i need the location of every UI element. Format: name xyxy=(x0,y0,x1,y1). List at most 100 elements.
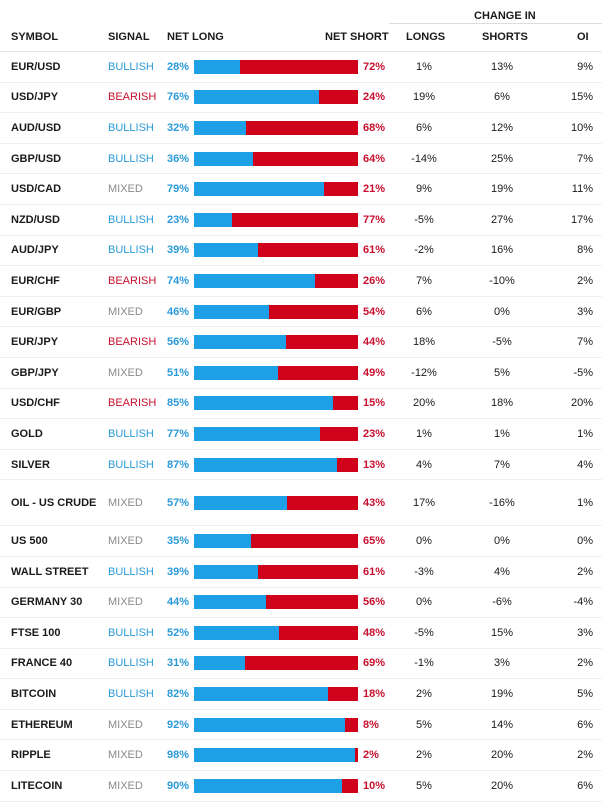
symbol-cell: WALL STREET xyxy=(11,565,89,578)
shorts-change-cell: 19% xyxy=(490,688,514,701)
symbol-column-header: SYMBOL xyxy=(11,31,59,43)
oi-change-cell: 7% xyxy=(577,152,593,165)
net-long-bar-fill xyxy=(194,457,337,472)
net-position-bar xyxy=(194,748,358,763)
net-long-bar-fill xyxy=(194,120,247,135)
longs-change-cell: 0% xyxy=(416,535,432,548)
net-position-bar xyxy=(194,656,358,671)
oi-change-cell: 2% xyxy=(577,657,593,670)
table-row: EUR/USD BULLISH 28% 72% 1% 13% 9% xyxy=(0,52,602,83)
net-long-bar-fill xyxy=(194,273,316,288)
symbol-cell: FRANCE 40 xyxy=(11,657,73,670)
shorts-change-cell: 6% xyxy=(494,91,510,104)
oi-change-cell: 1% xyxy=(577,496,593,509)
table-row: BITCOIN BULLISH 82% 18% 2% 19% 5% xyxy=(0,679,602,710)
symbol-cell: FTSE 100 xyxy=(11,626,61,639)
net-long-bar-fill xyxy=(194,304,270,319)
net-long-bar-fill xyxy=(194,495,288,510)
shorts-change-cell: 16% xyxy=(490,244,514,257)
symbol-cell: AUD/USD xyxy=(11,121,62,134)
net-short-value: 43% xyxy=(363,496,386,509)
signal-cell: BULLISH xyxy=(108,152,154,165)
net-long-bar-fill xyxy=(194,687,329,702)
signal-cell: MIXED xyxy=(108,596,143,609)
net-long-value: 74% xyxy=(167,274,190,287)
net-long-bar-fill xyxy=(194,426,321,441)
symbol-cell: BITCOIN xyxy=(11,688,57,701)
net-long-bar-fill xyxy=(194,656,245,671)
longs-change-cell: 6% xyxy=(416,305,432,318)
shorts-change-cell: -5% xyxy=(492,336,512,349)
net-position-bar xyxy=(194,273,358,288)
shorts-change-cell: 19% xyxy=(490,183,514,196)
net-short-value: 24% xyxy=(363,91,386,104)
longs-change-cell: 2% xyxy=(416,749,432,762)
shorts-change-cell: 20% xyxy=(490,779,514,792)
net-long-value: 51% xyxy=(167,366,190,379)
table-row: FRANCE 40 BULLISH 31% 69% -1% 3% 2% xyxy=(0,649,602,680)
oi-change-cell: 2% xyxy=(577,749,593,762)
net-long-bar-fill xyxy=(194,212,232,227)
net-long-bar-fill xyxy=(194,90,319,105)
net-position-bar xyxy=(194,120,358,135)
net-short-value: 13% xyxy=(363,458,386,471)
oi-change-cell: 8% xyxy=(577,244,593,257)
table-row: GBP/JPY MIXED 51% 49% -12% 5% -5% xyxy=(0,358,602,389)
net-short-value: 68% xyxy=(363,121,386,134)
oi-change-cell: 1% xyxy=(577,427,593,440)
longs-change-cell: -2% xyxy=(414,244,434,257)
symbol-cell: GBP/JPY xyxy=(11,366,59,379)
signal-cell: BULLISH xyxy=(108,688,154,701)
net-short-value: 15% xyxy=(363,397,386,410)
net-long-value: 31% xyxy=(167,657,190,670)
longs-change-cell: 17% xyxy=(412,496,436,509)
net-long-bar-fill xyxy=(194,59,240,74)
net-short-value: 2% xyxy=(363,749,379,762)
oi-change-cell: 5% xyxy=(577,688,593,701)
symbol-cell: GERMANY 30 xyxy=(11,596,83,609)
longs-change-cell: 2% xyxy=(416,688,432,701)
oi-change-cell: 2% xyxy=(577,565,593,578)
symbol-cell: GBP/USD xyxy=(11,152,62,165)
net-short-value: 69% xyxy=(363,657,386,670)
net-position-bar xyxy=(194,59,358,74)
longs-change-cell: 5% xyxy=(416,718,432,731)
net-long-value: 90% xyxy=(167,779,190,792)
net-long-value: 77% xyxy=(167,427,190,440)
symbol-cell: USD/CAD xyxy=(11,183,62,196)
table-row: EUR/GBP MIXED 46% 54% 6% 0% 3% xyxy=(0,297,602,328)
longs-change-cell: 20% xyxy=(412,397,436,410)
shorts-change-cell: 18% xyxy=(490,397,514,410)
net-long-value: 52% xyxy=(167,626,190,639)
table-row: USD/CHF BEARISH 85% 15% 20% 18% 20% xyxy=(0,389,602,420)
signal-cell: BEARISH xyxy=(108,274,157,287)
shorts-change-cell: 7% xyxy=(494,458,510,471)
net-position-bar xyxy=(194,304,358,319)
net-position-bar xyxy=(194,426,358,441)
shorts-change-cell: 25% xyxy=(490,152,514,165)
signal-column-header: SIGNAL xyxy=(108,31,150,43)
table-row: US 500 MIXED 35% 65% 0% 0% 0% xyxy=(0,526,602,557)
net-position-bar xyxy=(194,212,358,227)
shorts-change-cell: -6% xyxy=(492,596,512,609)
net-long-bar-fill xyxy=(194,595,267,610)
net-long-bar-fill xyxy=(194,365,278,380)
signal-cell: BULLISH xyxy=(108,565,154,578)
net-long-value: 87% xyxy=(167,458,190,471)
longs-change-cell: -1% xyxy=(414,657,434,670)
table-row: EUR/JPY BEARISH 56% 44% 18% -5% 7% xyxy=(0,327,602,358)
table-row: LITECOIN MIXED 90% 10% 5% 20% 6% xyxy=(0,771,602,802)
header-divider xyxy=(0,51,602,52)
net-long-bar-fill xyxy=(194,151,254,166)
net-short-value: 8% xyxy=(363,718,379,731)
sentiment-table-body: EUR/USD BULLISH 28% 72% 1% 13% 9% USD/JPY BEARIS… xyxy=(0,52,602,802)
net-long-bar-fill xyxy=(194,182,324,197)
net-long-value: 57% xyxy=(167,496,190,509)
symbol-cell: AUD/JPY xyxy=(11,244,59,257)
signal-cell: BULLISH xyxy=(108,60,154,73)
net-position-bar xyxy=(194,151,358,166)
oi-change-cell: 7% xyxy=(577,336,593,349)
shorts-change-cell: 1% xyxy=(494,427,510,440)
oi-change-cell: 6% xyxy=(577,779,593,792)
net-long-value: 46% xyxy=(167,305,190,318)
